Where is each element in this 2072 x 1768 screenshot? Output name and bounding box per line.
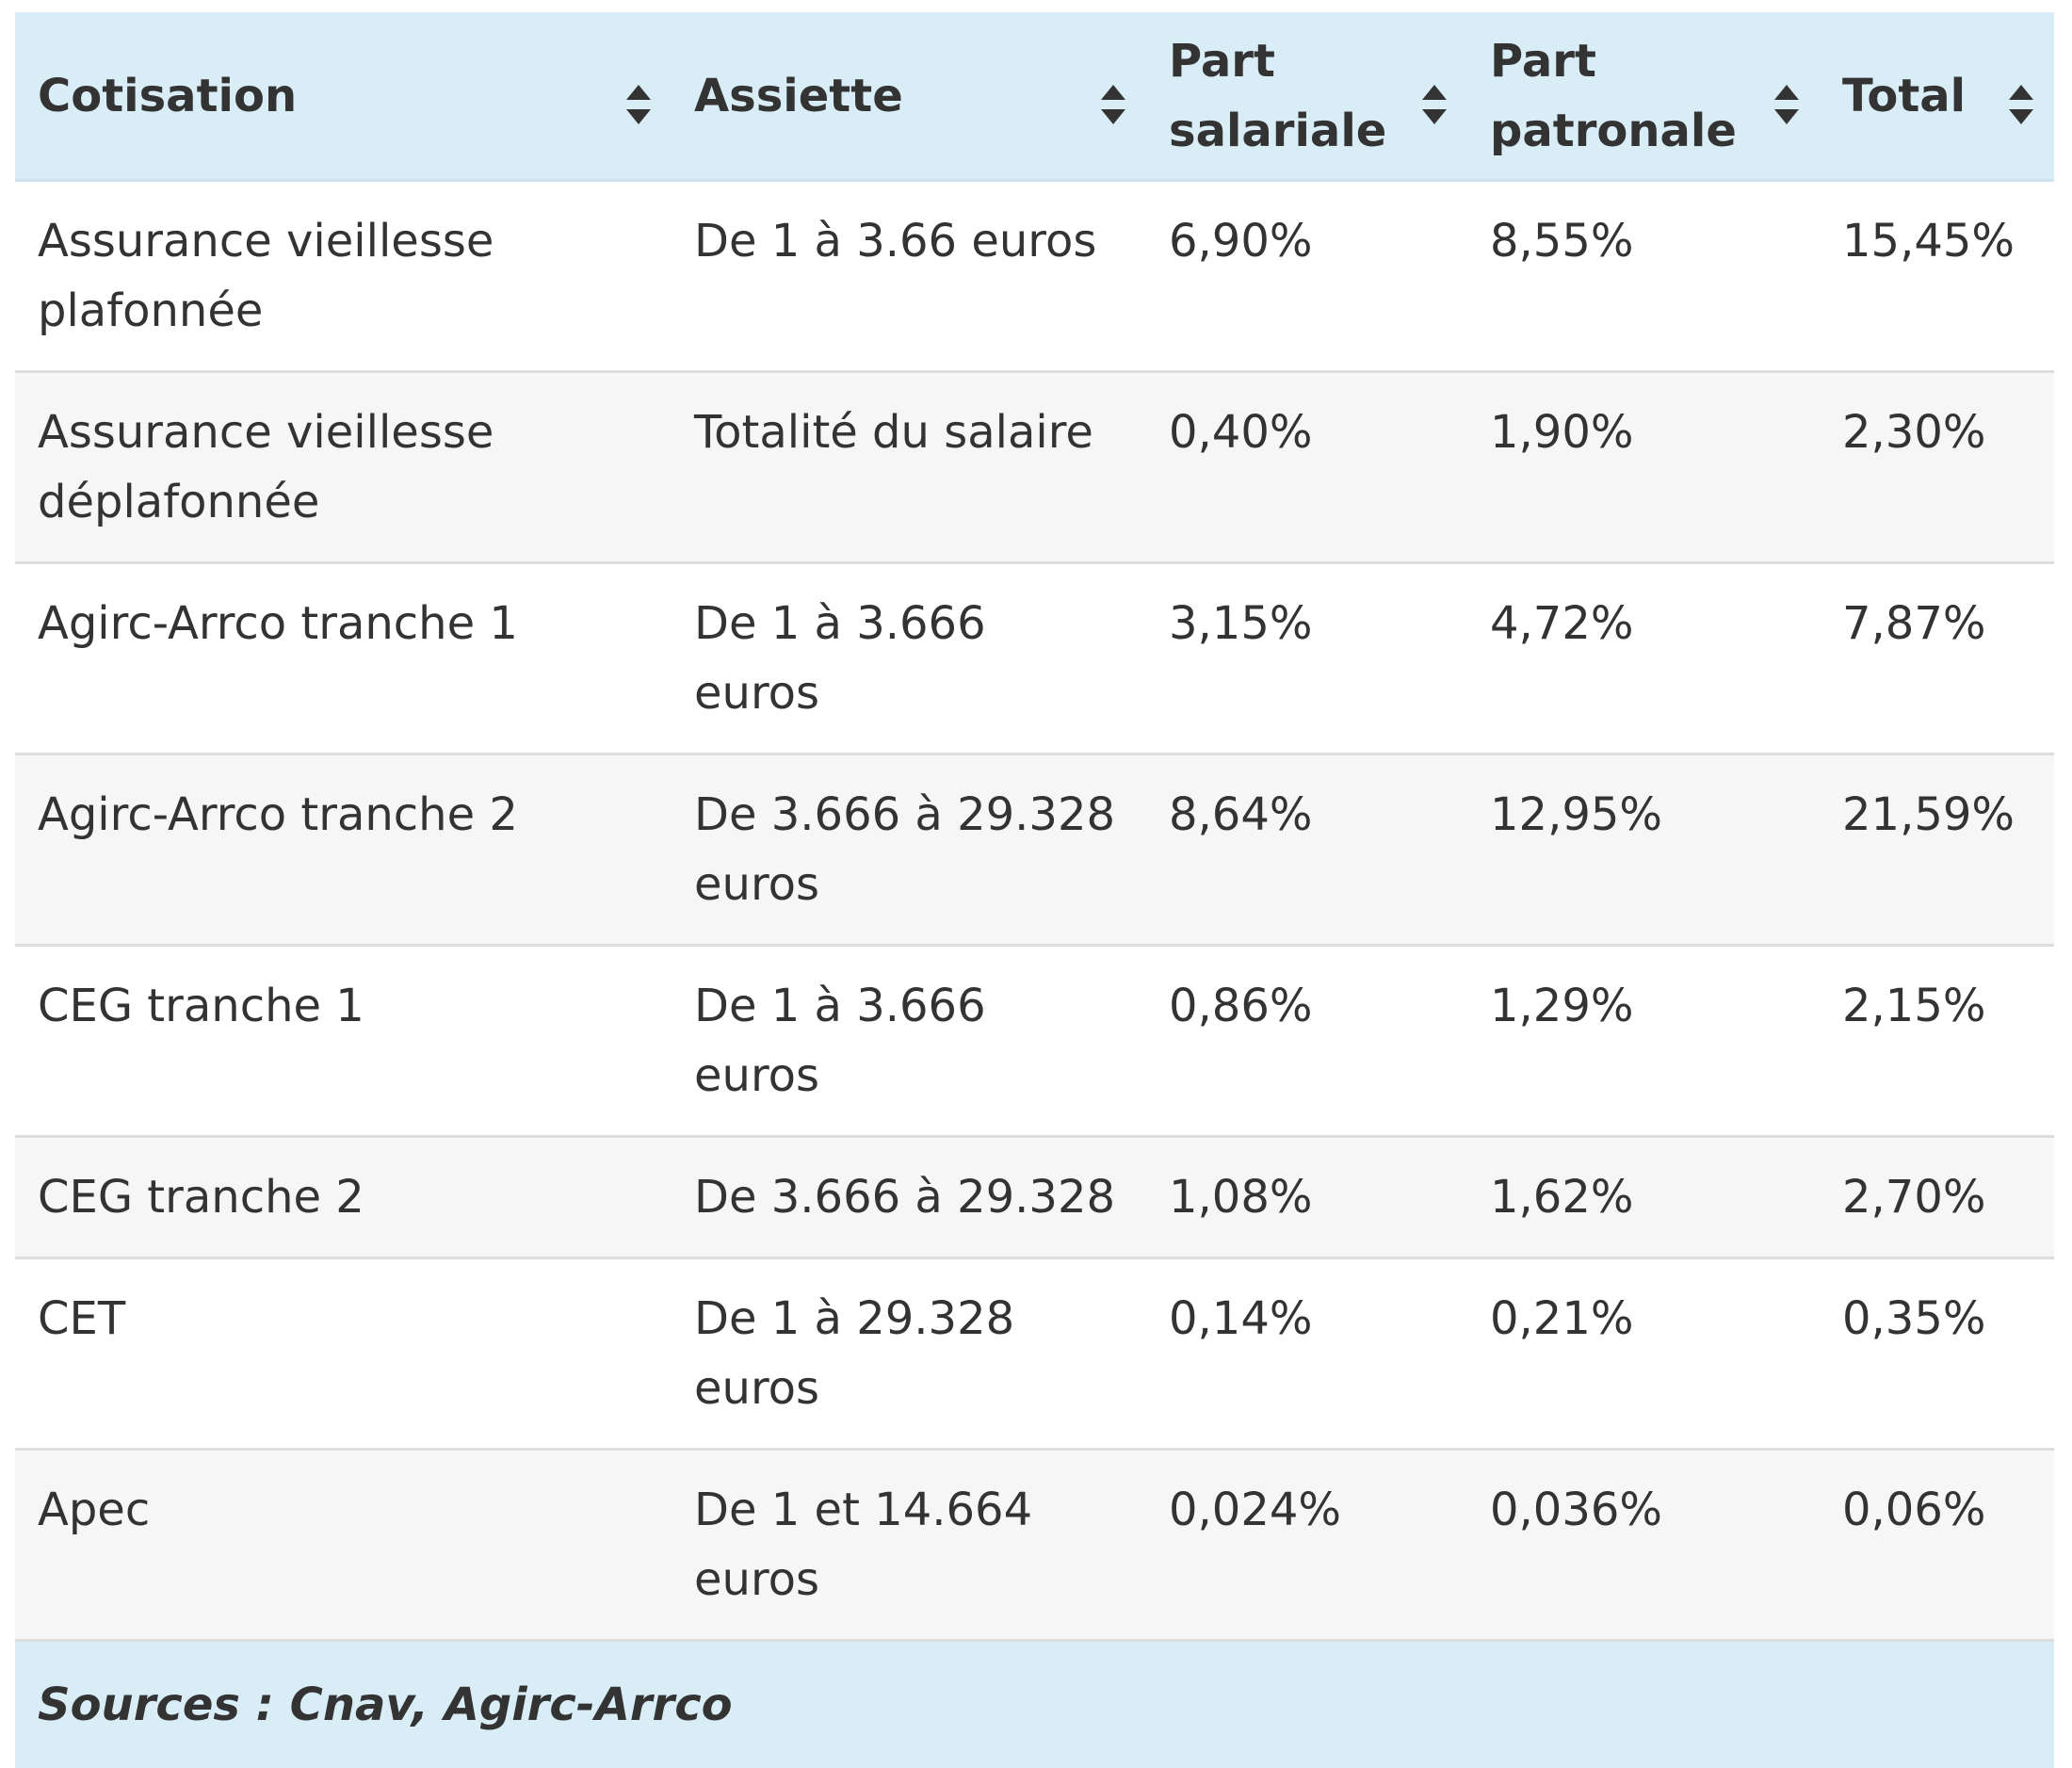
sort-icon[interactable] — [1101, 85, 1125, 124]
cell-total: 0,35% — [1820, 1258, 2054, 1450]
column-header-label: Part patronale — [1490, 26, 1797, 166]
cell-cotisation: Assurance vieillesse déplafonnée — [15, 372, 672, 563]
cell-part-salariale: 0,86% — [1146, 946, 1467, 1137]
cell-part-patronale: 0,036% — [1467, 1450, 1820, 1641]
cell-assiette: De 1 à 3.666 euros — [672, 946, 1146, 1137]
cell-cotisation: Agirc-Arrco tranche 2 — [15, 754, 672, 946]
cell-part-salariale: 6,90% — [1146, 181, 1467, 372]
sort-icon[interactable] — [626, 85, 651, 124]
column-header-label: Assiette — [694, 61, 1124, 131]
cell-part-salariale: 1,08% — [1146, 1137, 1467, 1258]
sources-note: Sources : Cnav, Agirc-Arrco — [15, 1641, 2054, 1768]
cell-cotisation: CET — [15, 1258, 672, 1450]
cell-assiette: De 1 à 3.666 euros — [672, 563, 1146, 754]
cell-part-patronale: 1,62% — [1467, 1137, 1820, 1258]
table-footer: Sources : Cnav, Agirc-Arrco — [15, 1641, 2054, 1768]
cell-total: 7,87% — [1820, 563, 2054, 754]
table-row: Assurance vieillesse déplafonnée Totalit… — [15, 372, 2054, 563]
cell-part-patronale: 0,21% — [1467, 1258, 1820, 1450]
column-header-part-patronale[interactable]: Part patronale — [1467, 12, 1820, 181]
table-row: Agirc-Arrco tranche 1 De 1 à 3.666 euros… — [15, 563, 2054, 754]
sort-icon[interactable] — [1422, 85, 1447, 124]
cell-cotisation: Agirc-Arrco tranche 1 — [15, 563, 672, 754]
table-row: Agirc-Arrco tranche 2 De 3.666 à 29.328 … — [15, 754, 2054, 946]
cell-part-patronale: 4,72% — [1467, 563, 1820, 754]
cell-part-salariale: 0,14% — [1146, 1258, 1467, 1450]
table-body: Assurance vieillesse plafonnée De 1 à 3.… — [15, 181, 2054, 1641]
cell-part-salariale: 0,024% — [1146, 1450, 1467, 1641]
column-header-part-salariale[interactable]: Part salariale — [1146, 12, 1467, 181]
cell-assiette: Totalité du salaire — [672, 372, 1146, 563]
column-header-label: Part salariale — [1169, 26, 1445, 166]
cell-cotisation: Apec — [15, 1450, 672, 1641]
column-header-label: Total — [1842, 61, 2032, 131]
cell-total: 2,30% — [1820, 372, 2054, 563]
cell-total: 0,06% — [1820, 1450, 2054, 1641]
cell-total: 21,59% — [1820, 754, 2054, 946]
table-row: CET De 1 à 29.328 euros 0,14% 0,21% 0,35… — [15, 1258, 2054, 1450]
cell-total: 15,45% — [1820, 181, 2054, 372]
column-header-assiette[interactable]: Assiette — [672, 12, 1146, 181]
cell-part-patronale: 1,29% — [1467, 946, 1820, 1137]
cotisations-table-wrapper: Cotisation Assiette Part salariale Part … — [15, 12, 2054, 1768]
cell-part-salariale: 3,15% — [1146, 563, 1467, 754]
cell-assiette: De 3.666 à 29.328 — [672, 1137, 1146, 1258]
cell-assiette: De 1 et 14.664 euros — [672, 1450, 1146, 1641]
cell-cotisation: CEG tranche 1 — [15, 946, 672, 1137]
cell-cotisation: Assurance vieillesse plafonnée — [15, 181, 672, 372]
cell-total: 2,70% — [1820, 1137, 2054, 1258]
table-row: CEG tranche 1 De 1 à 3.666 euros 0,86% 1… — [15, 946, 2054, 1137]
cell-part-salariale: 8,64% — [1146, 754, 1467, 946]
footer-row: Sources : Cnav, Agirc-Arrco — [15, 1641, 2054, 1768]
cell-assiette: De 1 à 3.66 euros — [672, 181, 1146, 372]
table-row: Apec De 1 et 14.664 euros 0,024% 0,036% … — [15, 1450, 2054, 1641]
header-row: Cotisation Assiette Part salariale Part … — [15, 12, 2054, 181]
cell-part-patronale: 1,90% — [1467, 372, 1820, 563]
cell-total: 2,15% — [1820, 946, 2054, 1137]
cell-part-patronale: 12,95% — [1467, 754, 1820, 946]
table-row: CEG tranche 2 De 3.666 à 29.328 1,08% 1,… — [15, 1137, 2054, 1258]
sort-icon[interactable] — [2009, 85, 2033, 124]
cell-assiette: De 1 à 29.328 euros — [672, 1258, 1146, 1450]
cell-part-patronale: 8,55% — [1467, 181, 1820, 372]
cell-part-salariale: 0,40% — [1146, 372, 1467, 563]
cotisations-table: Cotisation Assiette Part salariale Part … — [15, 12, 2054, 1768]
column-header-total[interactable]: Total — [1820, 12, 2054, 181]
table-header: Cotisation Assiette Part salariale Part … — [15, 12, 2054, 181]
sort-icon[interactable] — [1774, 85, 1799, 124]
cell-cotisation: CEG tranche 2 — [15, 1137, 672, 1258]
column-header-label: Cotisation — [38, 61, 649, 131]
table-row: Assurance vieillesse plafonnée De 1 à 3.… — [15, 181, 2054, 372]
column-header-cotisation[interactable]: Cotisation — [15, 12, 672, 181]
cell-assiette: De 3.666 à 29.328 euros — [672, 754, 1146, 946]
